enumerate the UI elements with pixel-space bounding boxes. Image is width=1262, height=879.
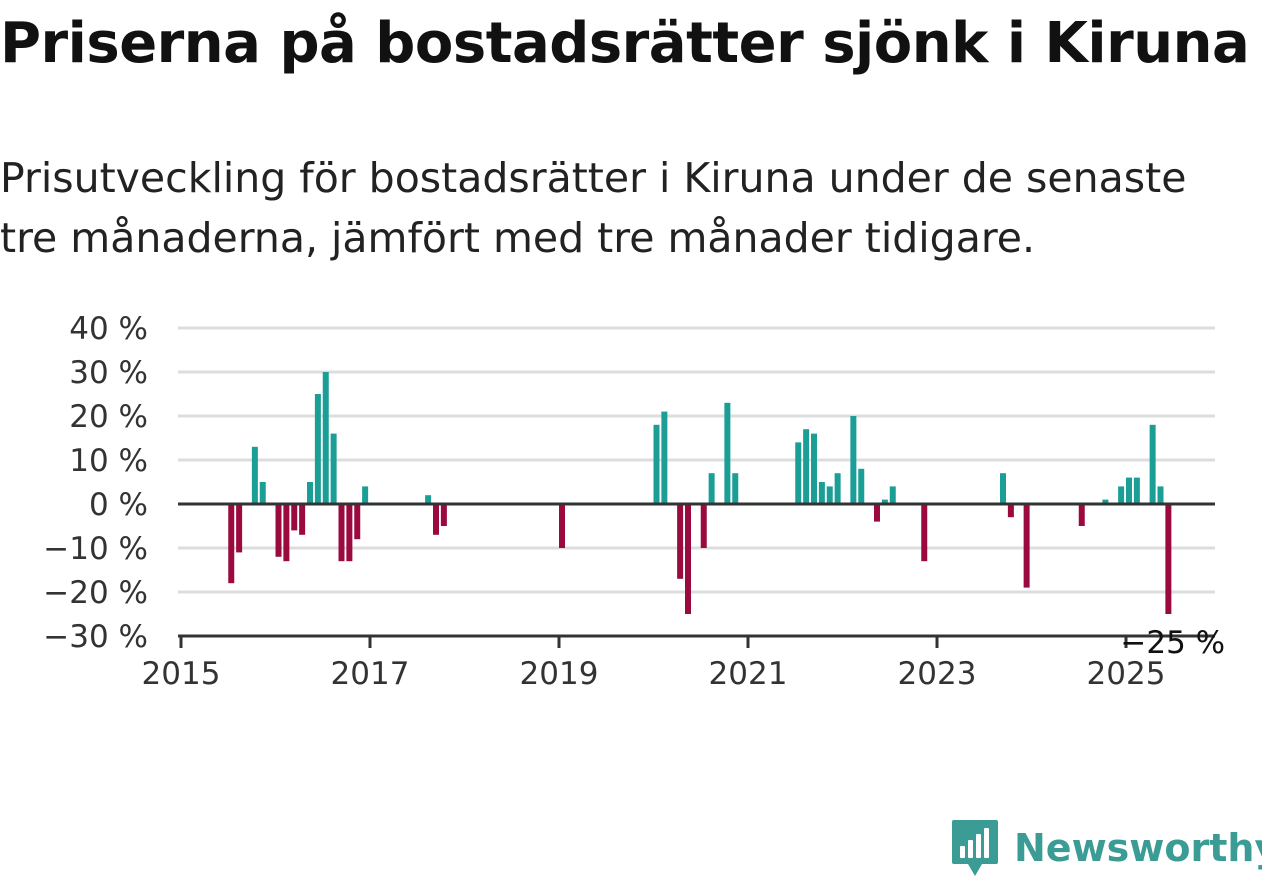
bar xyxy=(889,486,896,504)
bar xyxy=(299,504,306,535)
x-tick-label: 2015 xyxy=(142,656,221,692)
y-tick-label: −10 % xyxy=(43,531,148,567)
bar xyxy=(1149,424,1156,504)
bar xyxy=(425,495,432,504)
bar xyxy=(677,504,684,579)
bar xyxy=(1023,504,1030,588)
bar xyxy=(732,473,739,504)
bar xyxy=(228,504,235,584)
axes xyxy=(178,502,1215,648)
y-tick-label: 30 % xyxy=(69,355,148,391)
x-tick-label: 2019 xyxy=(520,656,599,692)
bar xyxy=(1000,473,1006,504)
bar xyxy=(1165,504,1172,614)
bar xyxy=(259,482,266,504)
bar xyxy=(559,504,565,548)
y-tick-label: 20 % xyxy=(69,399,148,435)
newsworthy-logo: Newsworthy xyxy=(950,818,1262,878)
bars xyxy=(228,372,1172,614)
bar xyxy=(1126,477,1132,504)
bar xyxy=(811,433,817,504)
bar xyxy=(834,473,841,504)
bar xyxy=(1157,486,1164,504)
bar xyxy=(346,504,353,562)
bar xyxy=(275,504,282,557)
bar xyxy=(1102,499,1109,504)
chart-subtitle: Prisutveckling för bostadsrätter i Kirun… xyxy=(0,154,1187,262)
bar xyxy=(322,372,329,504)
bar xyxy=(283,504,290,562)
bar xyxy=(1118,486,1125,504)
tick-labels: 40 % 30 % 20 % 10 % 0 % −10 % −20 % −30 %2015 20… xyxy=(43,311,1225,692)
bar xyxy=(724,402,731,504)
y-tick-label: 0 % xyxy=(89,487,148,523)
bar xyxy=(708,473,715,504)
bar xyxy=(818,482,825,504)
bar xyxy=(685,504,691,614)
bar xyxy=(700,504,707,548)
bar xyxy=(653,424,660,504)
bar xyxy=(314,394,321,504)
bar xyxy=(1078,504,1085,526)
bar xyxy=(338,504,345,562)
bar xyxy=(440,504,447,526)
bar xyxy=(850,416,857,504)
bar-value-label: −25 % xyxy=(1120,625,1225,661)
bar xyxy=(291,504,298,531)
y-tick-label: 10 % xyxy=(69,443,148,479)
newsworthy-logo-icon xyxy=(952,820,998,876)
bar xyxy=(661,411,668,504)
bar xyxy=(803,429,810,504)
x-tick-label: 2023 xyxy=(898,656,977,692)
bar xyxy=(1007,504,1014,518)
bar xyxy=(251,446,258,504)
bar xyxy=(874,504,880,522)
bar xyxy=(362,486,369,504)
bar xyxy=(354,504,361,540)
bar xyxy=(307,482,313,504)
y-tick-label: 40 % xyxy=(69,311,148,347)
bar-chart: 40 % 30 % 20 % 10 % 0 % −10 % −20 % −30 %2015 20… xyxy=(43,311,1225,692)
bar xyxy=(921,504,928,562)
bar xyxy=(433,504,439,535)
bar xyxy=(881,499,888,504)
y-tick-label: −30 % xyxy=(43,619,148,655)
logo-text: Newsworthy xyxy=(1014,826,1262,870)
x-tick-label: 2025 xyxy=(1087,656,1166,692)
x-tick-label: 2017 xyxy=(331,656,410,692)
bar xyxy=(1133,477,1140,504)
y-tick-label: −20 % xyxy=(43,575,148,611)
bar xyxy=(858,468,865,504)
x-tick-label: 2021 xyxy=(709,656,788,692)
bar xyxy=(236,504,243,553)
bar xyxy=(795,442,802,504)
bar xyxy=(330,433,337,504)
bar xyxy=(826,486,833,504)
chart-title: Priserna på bostadsrätter sjönk i Kiruna xyxy=(0,11,1250,76)
